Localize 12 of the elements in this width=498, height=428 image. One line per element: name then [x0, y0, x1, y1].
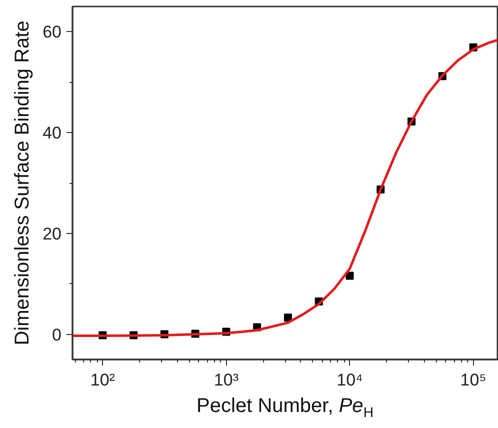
x-axis-title: Peclet Number, Pe$_{H}$: [196, 394, 374, 422]
point: [284, 314, 292, 322]
point: [346, 272, 354, 280]
x-tick-label: 10³: [214, 370, 239, 390]
y-tick-label: 60: [42, 22, 62, 42]
y-tick-label: 40: [42, 124, 62, 143]
y-tick-label: 20: [42, 224, 62, 244]
x-tick-label: 10⁵: [460, 370, 486, 390]
x-tick-label: 10²: [90, 370, 116, 390]
x-tick-label: 10⁴: [336, 370, 363, 390]
y-tick-label: 0: [52, 325, 62, 344]
y-axis-title: Dimensionless Surface Binding Rate: [12, 20, 34, 346]
